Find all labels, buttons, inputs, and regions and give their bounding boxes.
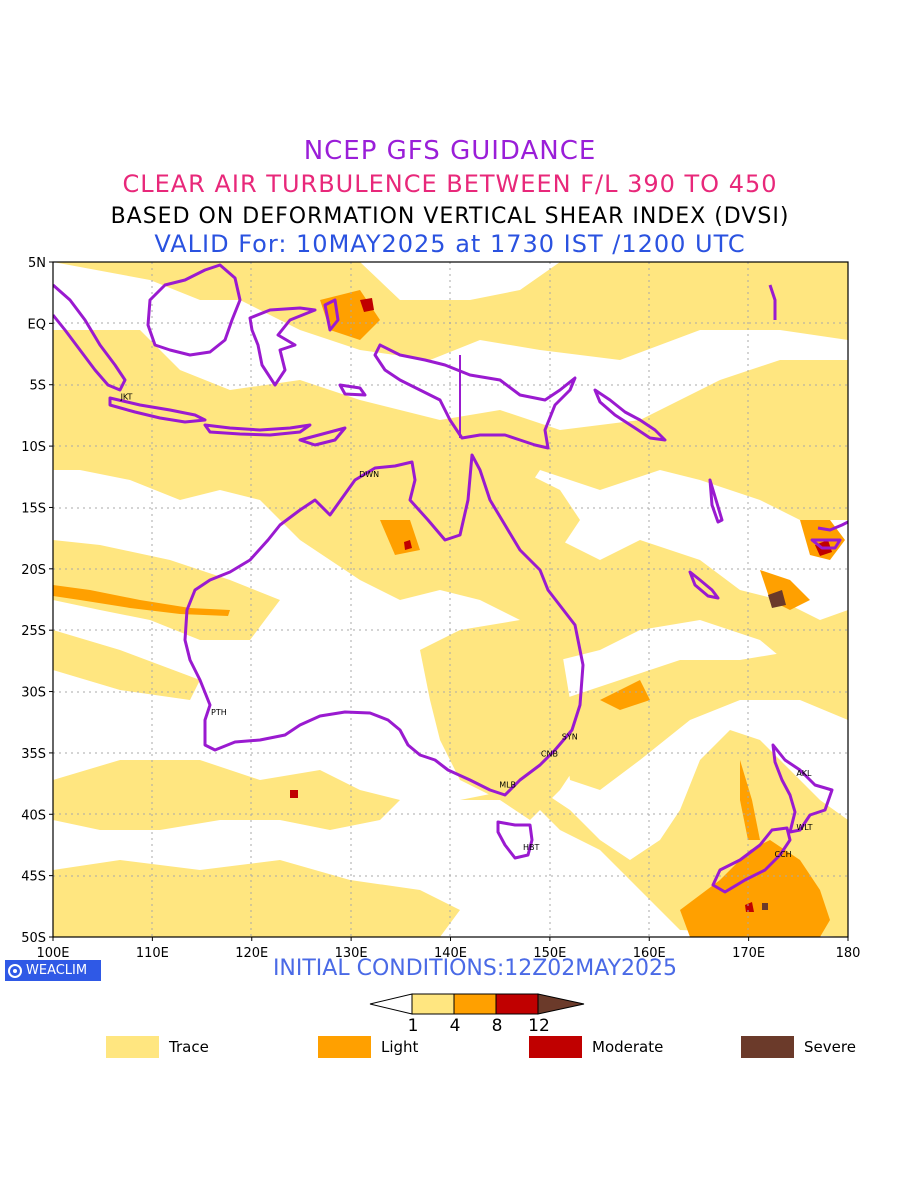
new-guinea-coast xyxy=(373,343,577,450)
lat-label: 15S xyxy=(21,501,46,516)
city-label-hbt: HBT xyxy=(523,843,540,852)
colorbar-tick: 12 xyxy=(528,1016,550,1036)
legend-swatch xyxy=(741,1036,794,1058)
legend-label: Severe xyxy=(804,1038,856,1056)
lon-label: 100E xyxy=(36,946,69,960)
valid-time: VALID For: 10MAY2025 at 1730 IST /1200 U… xyxy=(154,230,746,258)
legend-swatch xyxy=(529,1036,582,1058)
lat-label: 10S xyxy=(21,440,46,455)
lat-label: 50S xyxy=(21,931,46,946)
latitude-labels: 5N EQ 5S 10S 15S 20S 25S 30S 35S 40S 45S 50S xyxy=(21,256,53,946)
city-label-akl: AKL xyxy=(796,769,812,778)
colorbar-tick: 8 xyxy=(491,1016,503,1036)
sulawesi-coast xyxy=(248,306,317,387)
city-label-pth: PTH xyxy=(211,708,227,717)
new-caledonia-coast xyxy=(688,570,720,600)
lat-label: 20S xyxy=(21,563,46,578)
colorbar-over xyxy=(537,993,585,1015)
city-label-cch: CCH xyxy=(774,850,791,859)
colorbar-tick: 1 xyxy=(407,1016,419,1036)
colorbar-light xyxy=(453,993,497,1015)
title-line-2: CLEAR AIR TURBULENCE BETWEEN F/L 390 TO … xyxy=(122,170,778,198)
longitude-labels: 100E 110E 120E 130E 140E 150E 160E 170E 180 xyxy=(36,937,860,960)
color-scale xyxy=(369,993,585,1015)
fiji-coast xyxy=(810,520,848,550)
lat-label: 5S xyxy=(29,379,46,394)
lon-label: 170E xyxy=(732,946,765,960)
city-label-jkt: JKT xyxy=(120,392,133,401)
title-line-3: BASED ON DEFORMATION VERTICAL SHEAR INDE… xyxy=(110,204,790,229)
solomon-islands-coast xyxy=(593,388,667,442)
lon-label: 160E xyxy=(633,946,666,960)
light-shading xyxy=(53,290,845,937)
nz-north-island-coast xyxy=(771,743,834,834)
lesser-sunda-coast xyxy=(203,423,312,437)
sumatra-coast xyxy=(53,283,127,392)
initial-conditions: INITIAL CONDITIONS:12Z02MAY2025 xyxy=(272,956,678,981)
brand-label: WEACLIM xyxy=(26,963,88,978)
moluccas-coast xyxy=(323,298,340,332)
colorbar-moderate xyxy=(495,993,539,1015)
australia-coast xyxy=(183,453,585,797)
lat-label: 40S xyxy=(21,808,46,823)
city-labels: JKT DWN PTH SYN CNB MLB HBT AKL WLT CCH xyxy=(120,392,813,859)
lat-label: EQ xyxy=(28,317,46,332)
city-label-cnb: CNB xyxy=(541,750,558,759)
lat-label: 5N xyxy=(28,256,46,271)
title-line-1: NCEP GFS GUIDANCE xyxy=(303,136,597,166)
city-label-syn: SYN xyxy=(562,732,578,741)
timor-coast xyxy=(298,426,347,447)
lat-label: 30S xyxy=(21,686,46,701)
lon-label: 120E xyxy=(235,946,268,960)
tasmania-coast xyxy=(496,820,534,860)
colorbar-under xyxy=(369,993,413,1015)
lon-label: 110E xyxy=(136,946,169,960)
legend-label: Trace xyxy=(169,1038,209,1056)
legend-label: Moderate xyxy=(592,1038,664,1056)
lon-label: 150E xyxy=(533,946,566,960)
colorbar-tick: 4 xyxy=(449,1016,461,1036)
legend-swatch xyxy=(318,1036,371,1058)
weaclim-logo-icon xyxy=(8,963,22,978)
java-coast xyxy=(108,396,207,424)
lat-label: 25S xyxy=(21,624,46,639)
city-label-wlt: WLT xyxy=(796,823,812,832)
weaclim-brand: WEACLIM xyxy=(5,960,101,981)
legend-swatch xyxy=(106,1036,159,1058)
lon-label: 130E xyxy=(335,946,368,960)
nz-south-island-coast xyxy=(711,826,792,894)
lon-label: 180 xyxy=(836,946,861,960)
grid-lines xyxy=(53,262,848,937)
turbulence-map: JKT DWN PTH SYN CNB MLB HBT AKL WLT CCH 5N EQ 5S 10S… xyxy=(21,256,860,960)
lon-label: 140E xyxy=(434,946,467,960)
city-label-mlb: MLB xyxy=(499,780,516,789)
lat-label: 35S xyxy=(21,747,46,762)
severe-shading xyxy=(762,590,786,910)
city-label-dwn: DWN xyxy=(359,470,379,479)
lat-label: 45S xyxy=(21,870,46,885)
colorbar-trace xyxy=(411,993,455,1015)
coastlines xyxy=(53,263,848,894)
borneo-coast xyxy=(146,263,242,357)
legend-label: Light xyxy=(381,1038,419,1056)
